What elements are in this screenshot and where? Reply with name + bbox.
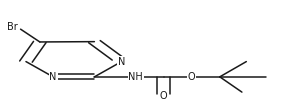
Text: NH: NH [128, 72, 143, 82]
Text: Br: Br [7, 22, 18, 32]
Text: O: O [188, 72, 196, 82]
Text: N: N [118, 57, 125, 67]
Text: N: N [50, 72, 57, 82]
Text: O: O [160, 91, 168, 101]
